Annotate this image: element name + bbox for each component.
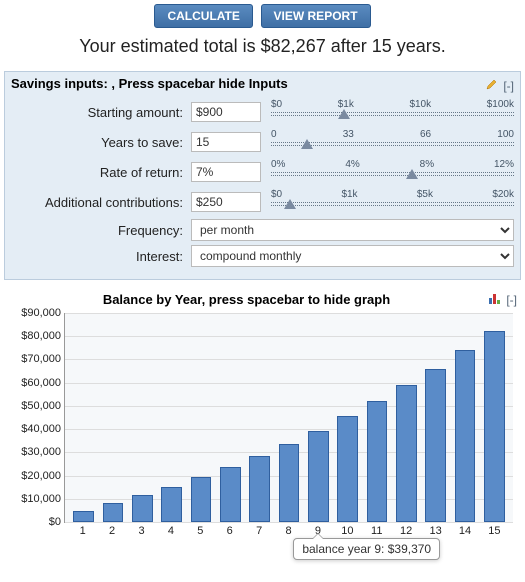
inputs-panel: Savings inputs: , Press spacebar hide In… (4, 71, 521, 280)
frequency-select[interactable]: per month (191, 219, 514, 241)
chart-bar[interactable] (367, 401, 388, 522)
rate-input[interactable] (191, 162, 261, 182)
starting-amount-slider[interactable]: $0$1k$10k$100k (271, 99, 514, 125)
label-interest: Interest: (11, 249, 191, 264)
chart-bar[interactable] (279, 444, 300, 522)
chart-bar[interactable] (484, 331, 505, 522)
x-axis-label: 13 (421, 525, 450, 537)
chart-bar[interactable] (249, 456, 270, 522)
slider-tick: 33 (343, 129, 354, 140)
contrib-slider[interactable]: $0 $1k $5k $20k (271, 189, 514, 215)
slider-tick: $10k (409, 99, 431, 110)
contrib-input[interactable] (191, 192, 261, 212)
chart-bar[interactable] (73, 511, 94, 522)
slider-tick: 8% (420, 159, 434, 170)
y-axis-label: $80,000 (9, 330, 61, 342)
y-axis-label: $70,000 (9, 353, 61, 365)
y-axis-label: $60,000 (9, 377, 61, 389)
slider-tick: 66 (420, 129, 431, 140)
label-years: Years to save: (11, 135, 191, 150)
starting-amount-input[interactable] (191, 102, 261, 122)
calculate-button[interactable]: CALCULATE (154, 4, 252, 28)
x-axis-label: 14 (450, 525, 479, 537)
interest-select[interactable]: compound monthly (191, 245, 514, 267)
x-axis-label: 15 (480, 525, 509, 537)
slider-tick: $0 (271, 99, 282, 110)
x-axis-label: 6 (215, 525, 244, 537)
x-axis-label: 1 (68, 525, 97, 537)
slider-tick: $1k (341, 189, 357, 200)
y-axis-label: $0 (9, 516, 61, 528)
chart-title: Balance by Year, press spacebar to hide … (8, 292, 485, 307)
chart-bar[interactable] (425, 369, 446, 522)
chart-type-icon[interactable] (487, 293, 504, 307)
chart-bar[interactable] (455, 350, 476, 522)
x-axis-label: 5 (186, 525, 215, 537)
chart-bar[interactable] (132, 495, 153, 522)
years-slider[interactable]: 0 33 66 100 (271, 129, 514, 155)
slider-tick: $20k (492, 189, 514, 200)
years-input[interactable] (191, 132, 261, 152)
y-axis-label: $90,000 (9, 307, 61, 319)
collapse-toggle[interactable]: [-] (503, 79, 514, 93)
y-axis-label: $30,000 (9, 446, 61, 458)
slider-tick: 0% (271, 159, 285, 170)
slider-tick: 100 (497, 129, 514, 140)
y-axis-label: $50,000 (9, 400, 61, 412)
slider-tick: 4% (345, 159, 359, 170)
panel-header: Savings inputs: , Press spacebar hide In… (11, 76, 288, 95)
view-report-button[interactable]: VIEW REPORT (261, 4, 371, 28)
x-axis-label: 4 (156, 525, 185, 537)
rate-slider[interactable]: 0% 4% 8% 12% (271, 159, 514, 185)
x-axis-label: 11 (362, 525, 391, 537)
chart-bar[interactable] (220, 467, 241, 522)
chart-bar[interactable] (103, 503, 124, 522)
y-axis-label: $40,000 (9, 423, 61, 435)
slider-tick: 0 (271, 129, 277, 140)
slider-tick: $0 (271, 189, 282, 200)
x-axis-label: 8 (274, 525, 303, 537)
edit-icon[interactable] (486, 79, 501, 93)
label-frequency: Frequency: (11, 223, 191, 238)
balance-chart: $0 $10,000 $20,000 $30,000 $40,000 $50,000 $60… (8, 313, 513, 537)
slider-tick: 12% (494, 159, 514, 170)
slider-tick: $100k (487, 99, 514, 110)
x-axis-label: 7 (244, 525, 273, 537)
label-contrib: Additional contributions: (11, 195, 191, 210)
x-axis-label: 10 (333, 525, 362, 537)
chart-bar[interactable] (337, 416, 358, 522)
chart-bar[interactable] (396, 385, 417, 522)
label-rate: Rate of return: (11, 165, 191, 180)
chart-tooltip: balance year 9: $39,370 (293, 538, 440, 560)
label-starting-amount: Starting amount: (11, 105, 191, 120)
x-axis-label: 3 (127, 525, 156, 537)
chart-bar[interactable] (191, 477, 212, 522)
x-axis-label: 12 (391, 525, 420, 537)
chart-bar[interactable] (161, 487, 182, 522)
y-axis-label: $20,000 (9, 470, 61, 482)
x-axis-label: 2 (97, 525, 126, 537)
chart-collapse-toggle[interactable]: [-] (506, 293, 517, 307)
chart-bar[interactable] (308, 431, 329, 522)
y-axis-label: $10,000 (9, 493, 61, 505)
estimate-text: Your estimated total is $82,267 after 15… (4, 36, 521, 57)
slider-tick: $5k (417, 189, 433, 200)
